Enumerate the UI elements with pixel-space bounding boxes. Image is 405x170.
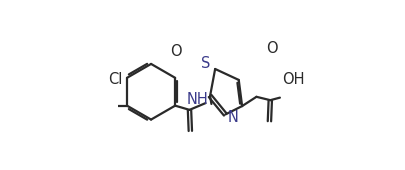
Text: O: O (171, 44, 182, 59)
Text: OH: OH (283, 72, 305, 87)
Text: O: O (266, 41, 277, 56)
Text: Cl: Cl (109, 72, 123, 87)
Text: N: N (228, 109, 238, 125)
Text: S: S (201, 56, 211, 71)
Text: NH: NH (186, 92, 208, 107)
